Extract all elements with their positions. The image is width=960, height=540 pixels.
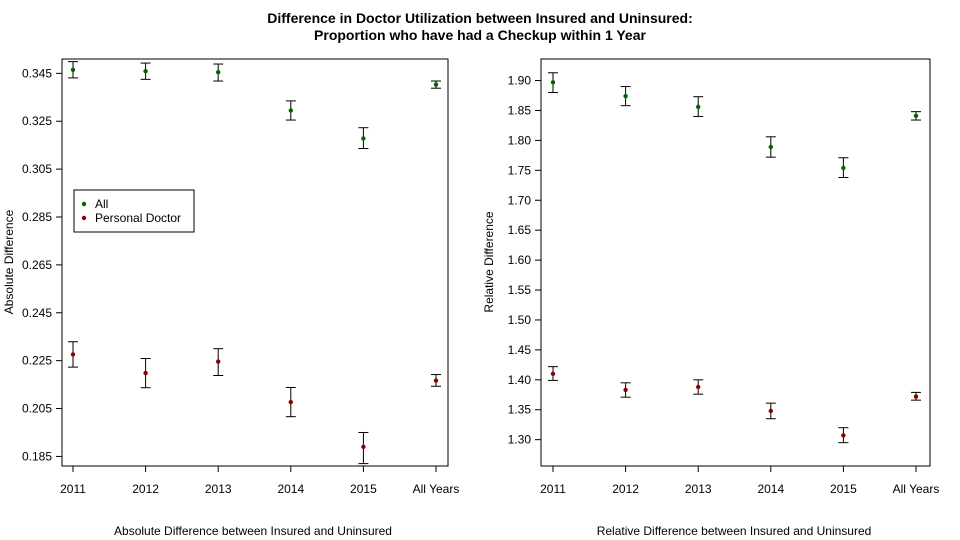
x-tick-label: 2012 <box>132 482 159 496</box>
x-tick-label: 2013 <box>685 482 712 496</box>
personal-doctor-point <box>70 352 76 357</box>
y-tick-label: 0.325 <box>22 114 52 128</box>
x-tick-label: 2014 <box>757 482 784 496</box>
all-point <box>288 108 293 113</box>
chart-title-line-1: Difference in Doctor Utilization between… <box>267 10 693 26</box>
personal-doctor-point <box>913 394 919 399</box>
y-tick-label: 1.35 <box>508 403 532 417</box>
plot-frame <box>540 58 931 467</box>
personal-doctor-point <box>841 433 846 438</box>
x-tick-label: 2011 <box>60 482 86 496</box>
y-tick-label: 1.50 <box>508 313 532 327</box>
y-tick-label: 1.75 <box>508 163 532 177</box>
x-tick-label: All Years <box>413 482 460 496</box>
y-tick-label: 1.45 <box>508 343 532 357</box>
x-tick-label: 2014 <box>277 482 304 496</box>
all-point <box>768 144 773 150</box>
all-point <box>841 165 846 171</box>
y-tick-label: 1.85 <box>508 103 532 117</box>
y-tick-label: 1.30 <box>508 433 532 447</box>
all-point <box>433 82 439 87</box>
y-tick-label: 0.185 <box>22 449 52 463</box>
all-point <box>143 69 148 74</box>
legend-label-all: All <box>95 197 108 211</box>
y-tick-label: 0.225 <box>22 354 52 368</box>
plot-frame <box>61 58 449 467</box>
y-tick-label: 1.55 <box>508 283 532 297</box>
x-tick-label: 2012 <box>612 482 639 496</box>
x-tick-label: 2011 <box>540 482 566 496</box>
x-tick-label: 2015 <box>830 482 857 496</box>
personal-doctor-point <box>696 384 701 390</box>
y-tick-label: 0.265 <box>22 258 52 272</box>
personal-doctor-point <box>288 399 293 405</box>
legend-marker-personal-doctor <box>81 215 87 221</box>
personal-doctor-point <box>216 359 221 364</box>
y-axis-label: Absolute Difference <box>2 209 16 314</box>
all-point <box>696 104 701 110</box>
all-point <box>550 80 556 85</box>
all-point <box>216 69 221 75</box>
personal-doctor-point <box>768 408 773 414</box>
y-tick-label: 0.205 <box>22 402 52 416</box>
personal-doctor-point <box>550 371 556 377</box>
legend-marker-all <box>81 201 87 207</box>
y-axis-label: Relative Difference <box>482 211 496 312</box>
y-tick-label: 1.70 <box>508 193 532 207</box>
personal-doctor-point <box>433 378 439 383</box>
all-point <box>623 93 628 99</box>
y-tick-label: 1.60 <box>508 253 532 267</box>
x-axis-label: Absolute Difference between Insured and … <box>114 524 392 538</box>
personal-doctor-point <box>361 444 366 450</box>
x-tick-label: All Years <box>893 482 940 496</box>
absolute-difference-panel: 0.185 0.205 0.225 0.245 0.265 0.285 0.305 0.325… <box>2 58 460 538</box>
chart-title-line-2: Proportion who have had a Checkup within… <box>314 27 646 43</box>
legend-box <box>73 189 195 233</box>
personal-doctor-point <box>623 387 628 393</box>
x-tick-label: 2015 <box>350 482 377 496</box>
legend-label-personal-doctor: Personal Doctor <box>95 211 181 225</box>
relative-difference-panel: 1.30 1.35 1.40 1.45 1.50 1.55 1.60 1.65 1.70 1.75… <box>482 58 940 538</box>
y-tick-label: 0.305 <box>22 162 52 176</box>
y-tick-label: 1.40 <box>508 373 532 387</box>
y-tick-label: 1.90 <box>508 74 532 88</box>
y-tick-label: 0.285 <box>22 210 52 224</box>
y-tick-label: 1.80 <box>508 133 532 147</box>
y-tick-label: 0.245 <box>22 306 52 320</box>
x-axis-label: Relative Difference between Insured and … <box>597 524 872 538</box>
all-point <box>913 113 919 119</box>
all-point <box>70 67 76 72</box>
all-point <box>361 136 366 141</box>
x-tick-label: 2013 <box>205 482 232 496</box>
y-tick-label: 1.65 <box>508 223 532 237</box>
personal-doctor-point <box>143 370 148 376</box>
y-tick-label: 0.345 <box>22 66 52 80</box>
